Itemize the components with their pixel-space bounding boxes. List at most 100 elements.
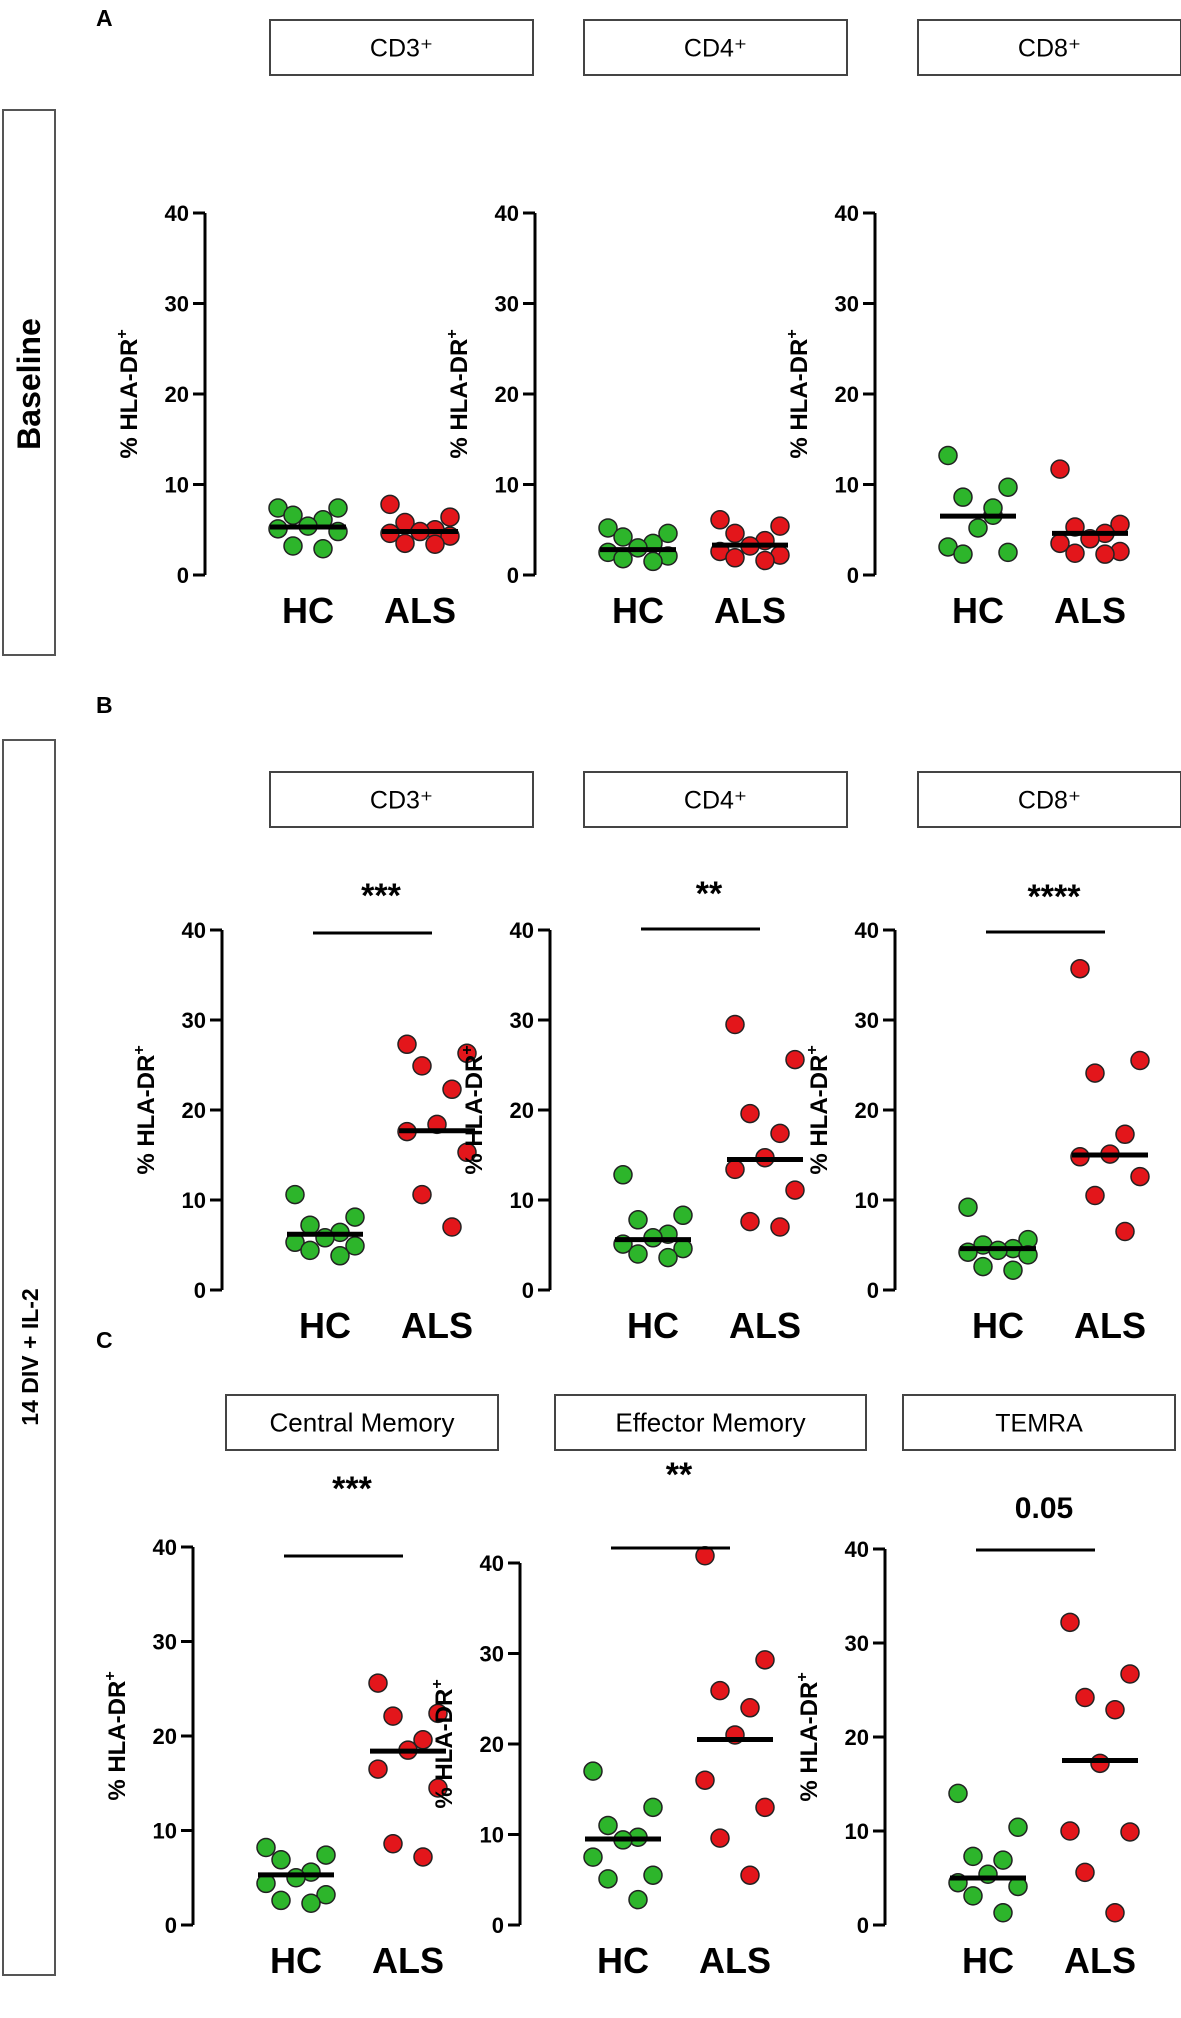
data-point-als <box>725 1159 745 1180</box>
data-point-als <box>770 1123 790 1144</box>
y-tick-label: 30 <box>480 1642 504 1667</box>
y-tick-label: 30 <box>510 1008 534 1033</box>
data-point-hc <box>643 551 663 572</box>
y-tick-label: 10 <box>480 1823 504 1848</box>
data-point-als <box>440 507 460 527</box>
data-point-hc <box>613 1165 633 1185</box>
chart-c-central-memory: Central Memory 0 10 20 30 40 % HLA-DR+ HC ALS *** <box>102 1394 499 1981</box>
data-point-als <box>428 1778 448 1798</box>
data-point-als <box>380 494 400 515</box>
data-point-als <box>1060 1821 1080 1841</box>
data-point-als <box>725 1014 745 1035</box>
data-point-hc <box>256 1837 276 1858</box>
data-point-hc <box>300 1240 320 1261</box>
data-point-als <box>1120 1664 1140 1684</box>
data-point-als <box>1105 1903 1125 1923</box>
chart-b-cd8: CD8⁺ 0 10 20 30 40 % HLA-DR+ HC ALS **** <box>804 771 1181 1346</box>
chart-title: Effector Memory <box>615 1408 805 1438</box>
y-axis-label: % HLA-DR+ <box>131 1045 160 1174</box>
chart-title: CD4⁺ <box>684 787 747 815</box>
significance-label: **** <box>1028 878 1082 916</box>
data-point-hc <box>330 1246 350 1266</box>
data-point-als <box>397 1034 417 1055</box>
data-point-hc <box>628 1889 648 1910</box>
y-axis-label: % HLA-DR+ <box>794 1672 823 1801</box>
y-axis-label-sup: + <box>459 1045 476 1054</box>
data-point-als <box>1085 1185 1105 1206</box>
panel-label-c: C <box>96 1327 113 1353</box>
x-category-label: ALS <box>714 590 786 631</box>
y-tick-label: 0 <box>522 1278 534 1303</box>
row-label-baseline: Baseline <box>11 318 47 450</box>
y-tick-label: 0 <box>194 1278 206 1303</box>
data-point-als <box>412 1184 432 1205</box>
y-tick-label: 10 <box>153 1819 177 1844</box>
x-category-label: HC <box>612 590 664 631</box>
data-point-als <box>755 1797 775 1818</box>
data-point-als <box>1050 459 1070 479</box>
x-category-label: HC <box>627 1305 679 1346</box>
data-point-als <box>1095 544 1115 564</box>
data-point-als <box>755 550 775 571</box>
chart-c-effector-memory: Effector Memory 0 10 20 30 40 % HLA-DR+ HC ALS ** <box>429 1394 867 1981</box>
y-axis-label: % HLA-DR+ <box>804 1045 833 1174</box>
data-point-als <box>425 534 445 554</box>
data-point-als <box>740 1211 760 1232</box>
chart-b-cd3: CD3⁺ 0 10 20 30 40 % HLA-DR+ HC ALS *** <box>131 771 534 1346</box>
x-category-label: ALS <box>384 590 456 631</box>
data-point-hc <box>316 1845 336 1865</box>
chart-title: CD3⁺ <box>370 35 433 63</box>
y-axis-label-sup: + <box>444 329 461 338</box>
data-point-hc <box>973 1256 993 1277</box>
significance-label: *** <box>361 877 401 915</box>
data-point-hc <box>643 1797 663 1818</box>
y-tick-label: 20 <box>835 382 859 407</box>
data-point-hc <box>958 1197 978 1217</box>
y-tick-label: 10 <box>495 473 519 498</box>
data-point-als <box>785 1180 805 1200</box>
chart-title: Central Memory <box>270 1408 455 1438</box>
x-category-label: HC <box>962 1940 1014 1981</box>
y-tick-label: 10 <box>182 1188 206 1213</box>
data-point-hc <box>316 1885 336 1905</box>
data-point-als <box>1070 958 1090 979</box>
chart-title: CD4⁺ <box>684 35 747 63</box>
data-point-als <box>395 533 415 554</box>
data-point-hc <box>1008 1817 1028 1837</box>
y-tick-label: 30 <box>182 1008 206 1033</box>
y-tick-label: 40 <box>153 1535 177 1560</box>
data-point-als <box>710 510 730 530</box>
significance-label: ** <box>696 875 723 913</box>
y-axis-label-sup: + <box>131 1045 148 1054</box>
data-point-hc <box>673 1205 693 1226</box>
data-point-als <box>412 1056 432 1076</box>
data-point-als <box>383 1706 403 1726</box>
y-tick-label: 40 <box>480 1551 504 1576</box>
y-tick-label: 40 <box>182 918 206 943</box>
chart-a-cd3: CD3⁺ 0 10 20 30 40 % HLA-DR+ HC ALS <box>114 19 534 631</box>
data-point-hc <box>658 523 678 544</box>
y-tick-label: 20 <box>480 1732 504 1757</box>
x-category-label: HC <box>270 1940 322 1981</box>
data-point-als <box>770 516 790 536</box>
data-point-hc <box>283 536 303 556</box>
data-point-als <box>1065 543 1085 564</box>
y-tick-label: 20 <box>165 382 189 407</box>
data-point-als <box>1060 1612 1080 1633</box>
y-tick-label: 30 <box>845 1631 869 1656</box>
x-category-label: HC <box>299 1305 351 1346</box>
y-tick-label: 0 <box>492 1913 504 1938</box>
data-point-als <box>1105 1699 1125 1720</box>
y-tick-label: 40 <box>510 918 534 943</box>
data-point-hc <box>953 487 973 507</box>
chart-title: CD8⁺ <box>1018 35 1081 63</box>
data-point-als <box>770 1217 790 1237</box>
title-box <box>583 19 848 76</box>
significance-label: *** <box>332 1470 372 1508</box>
y-tick-label: 0 <box>847 563 859 588</box>
data-point-als <box>1075 1687 1095 1708</box>
y-tick-label: 40 <box>845 1537 869 1562</box>
y-axis-label-sup: + <box>429 1679 446 1688</box>
data-point-als <box>1130 1166 1150 1187</box>
data-point-hc <box>271 1850 291 1870</box>
